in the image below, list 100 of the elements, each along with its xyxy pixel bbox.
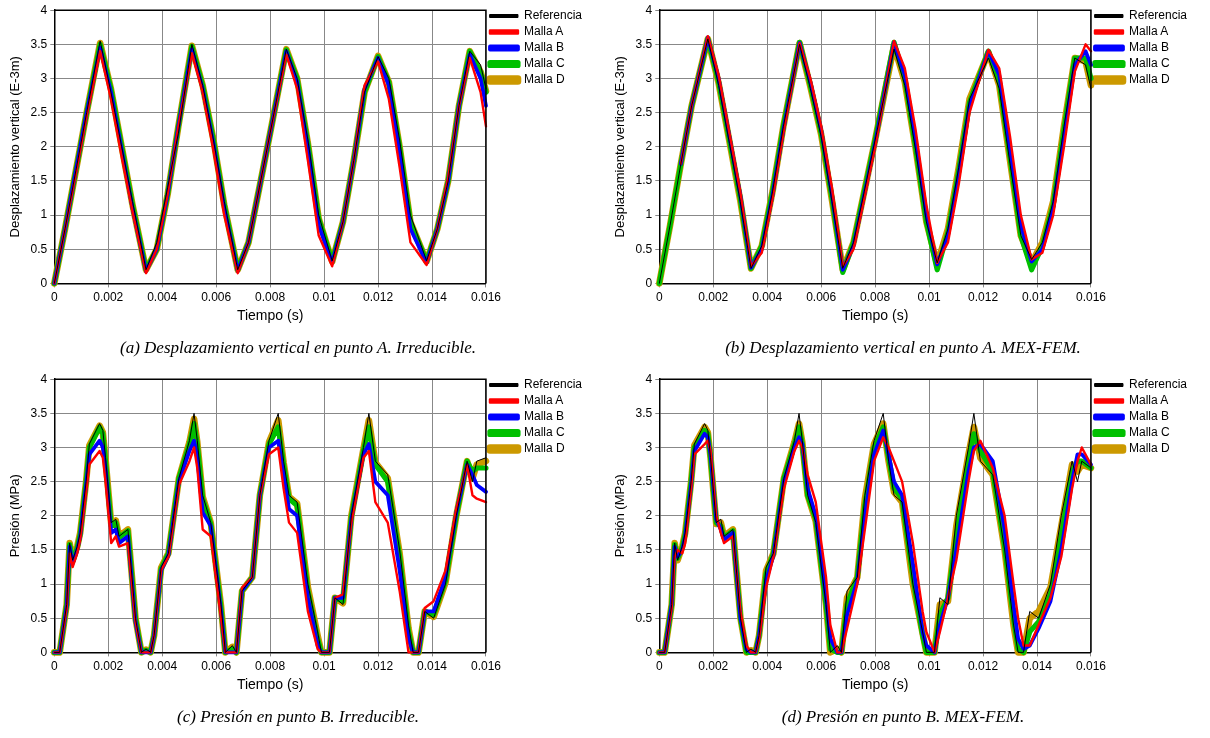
x-tick-label: 0.006 bbox=[806, 289, 837, 304]
y-tick-label: 3.5 bbox=[30, 36, 48, 51]
legend-label: Malla B bbox=[1128, 40, 1169, 55]
text: (d) Presión en punto B. MEX-FEM. bbox=[781, 707, 1025, 727]
legend-label: Malla A bbox=[1128, 393, 1169, 408]
y-tick-label: 0 bbox=[645, 275, 653, 290]
legend-label: Malla C bbox=[523, 425, 565, 440]
x-tick-label: 0.014 bbox=[1021, 289, 1053, 304]
x-tick-label: 0.006 bbox=[201, 289, 232, 304]
x-axis-title: Tiempo (s) bbox=[841, 676, 909, 693]
x-tick-label: 0.008 bbox=[860, 289, 891, 304]
y-tick-label: 2.5 bbox=[635, 104, 653, 119]
legend-label: Malla C bbox=[523, 56, 565, 71]
y-tick-label: 2 bbox=[40, 508, 48, 523]
legend-label: Malla A bbox=[523, 24, 564, 39]
y-axis-title: Desplazamiento vertical (E-3m) bbox=[612, 56, 628, 238]
legend-label: Referencia bbox=[523, 8, 583, 23]
x-tick-label: 0.004 bbox=[752, 289, 783, 304]
y-tick-label: 0 bbox=[40, 275, 48, 290]
x-tick-label: 0.012 bbox=[363, 658, 394, 673]
y-tick-label: 0.5 bbox=[635, 610, 653, 625]
x-tick-label: 0.004 bbox=[147, 658, 178, 673]
legend-label: Referencia bbox=[1128, 8, 1188, 23]
y-tick-label: 2.5 bbox=[30, 104, 48, 119]
y-tick-label: 0 bbox=[645, 644, 653, 659]
x-axis-title: Tiempo (s) bbox=[236, 676, 304, 693]
legend-label: Malla C bbox=[1128, 56, 1170, 71]
y-tick-label: 3 bbox=[645, 439, 653, 454]
x-axis-title: Tiempo (s) bbox=[841, 307, 909, 324]
y-tick-label: 1 bbox=[40, 207, 48, 222]
y-tick-label: 3 bbox=[40, 70, 48, 85]
y-tick-label: 0.5 bbox=[635, 241, 653, 256]
legend-label: Malla A bbox=[1128, 24, 1169, 39]
x-tick-label: 0 bbox=[655, 658, 663, 673]
y-tick-label: 3 bbox=[40, 439, 48, 454]
x-tick-label: 0.002 bbox=[93, 289, 124, 304]
y-tick-label: 4 bbox=[40, 371, 48, 386]
x-tick-label: 0.01 bbox=[917, 289, 942, 304]
x-tick-label: 0.012 bbox=[968, 658, 999, 673]
x-tick-label: 0.006 bbox=[201, 658, 232, 673]
legend-label: Malla A bbox=[523, 393, 564, 408]
y-tick-label: 4 bbox=[645, 371, 653, 386]
x-tick-label: 0.012 bbox=[968, 289, 999, 304]
x-tick-label: 0.01 bbox=[312, 289, 337, 304]
x-tick-label: 0 bbox=[655, 289, 663, 304]
y-tick-label: 3 bbox=[645, 70, 653, 85]
y-tick-label: 1.5 bbox=[30, 173, 48, 188]
x-tick-label: 0.008 bbox=[860, 658, 891, 673]
y-tick-label: 2 bbox=[40, 139, 48, 154]
y-tick-label: 1 bbox=[645, 207, 653, 222]
x-tick-label: 0.014 bbox=[416, 658, 448, 673]
x-tick-label: 0.002 bbox=[698, 289, 729, 304]
y-tick-label: 1 bbox=[40, 576, 48, 591]
y-tick-label: 0 bbox=[40, 644, 48, 659]
x-tick-label: 0.01 bbox=[312, 658, 337, 673]
y-axis-title: Desplazamiento vertical (E-3m) bbox=[7, 56, 23, 238]
x-tick-label: 0.004 bbox=[752, 658, 783, 673]
x-axis-title: Tiempo (s) bbox=[236, 307, 304, 324]
text: (a) Desplazamiento vertical en punto A. Irreducible. bbox=[120, 338, 476, 358]
y-tick-label: 2.5 bbox=[635, 473, 653, 488]
legend-label: Malla C bbox=[1128, 425, 1170, 440]
x-tick-label: 0.004 bbox=[147, 289, 178, 304]
text: (b) Desplazamiento vertical en punto A. MEX-FEM. bbox=[725, 338, 1081, 358]
legend-label: Referencia bbox=[523, 377, 583, 392]
legend-label: Malla D bbox=[1128, 72, 1170, 87]
y-tick-label: 1.5 bbox=[635, 173, 653, 188]
legend-label: Malla B bbox=[1128, 409, 1169, 424]
y-tick-label: 0.5 bbox=[30, 241, 48, 256]
y-axis-title: Presión (MPa) bbox=[612, 474, 628, 558]
x-tick-label: 0.012 bbox=[363, 289, 394, 304]
x-tick-label: 0.006 bbox=[806, 658, 837, 673]
legend-label: Malla D bbox=[523, 72, 565, 87]
y-tick-label: 0.5 bbox=[30, 610, 48, 625]
legend-label: Malla D bbox=[523, 441, 565, 456]
y-tick-label: 2 bbox=[645, 139, 653, 154]
y-tick-label: 2.5 bbox=[30, 473, 48, 488]
y-tick-label: 1.5 bbox=[635, 542, 653, 557]
x-tick-label: 0.002 bbox=[93, 658, 124, 673]
x-tick-label: 0.016 bbox=[470, 658, 502, 673]
x-tick-label: 0.014 bbox=[1021, 658, 1053, 673]
x-tick-label: 0 bbox=[50, 289, 58, 304]
y-tick-label: 1.5 bbox=[30, 542, 48, 557]
x-tick-label: 0 bbox=[50, 658, 58, 673]
y-tick-label: 1 bbox=[645, 576, 653, 591]
y-tick-label: 4 bbox=[645, 2, 653, 17]
x-tick-label: 0.016 bbox=[470, 289, 502, 304]
x-tick-label: 0.008 bbox=[255, 289, 286, 304]
legend-label: Malla B bbox=[523, 409, 564, 424]
x-tick-label: 0.016 bbox=[1075, 289, 1107, 304]
y-tick-label: 4 bbox=[40, 2, 48, 17]
x-tick-label: 0.016 bbox=[1075, 658, 1107, 673]
y-tick-label: 3.5 bbox=[635, 36, 653, 51]
y-axis-title: Presión (MPa) bbox=[7, 474, 23, 558]
x-tick-label: 0.008 bbox=[255, 658, 286, 673]
text: (c) Presión en punto B. Irreducible. bbox=[177, 707, 419, 727]
x-tick-label: 0.01 bbox=[917, 658, 942, 673]
y-tick-label: 2 bbox=[645, 508, 653, 523]
legend-label: Malla B bbox=[523, 40, 564, 55]
legend-label: Referencia bbox=[1128, 377, 1188, 392]
y-tick-label: 3.5 bbox=[635, 405, 653, 420]
